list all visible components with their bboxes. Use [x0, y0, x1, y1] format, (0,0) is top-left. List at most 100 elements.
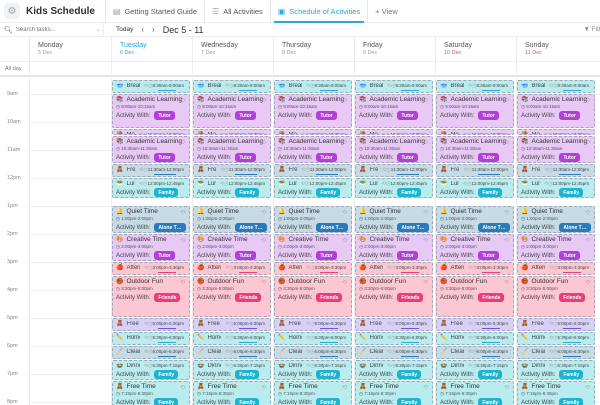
filter-button[interactable]: ▼ Filte	[583, 26, 600, 33]
event-card[interactable]: 🔔 Quiet Time ⟲ ◷ 1:00pm-2:00pm Activity With…	[274, 206, 352, 234]
event-card[interactable]: 📚 Academic Learning ⟲ ◷ 10:30am-11:30am Acti…	[436, 136, 514, 164]
chevron-down-icon[interactable]: ⌄	[95, 27, 101, 33]
companion-badge[interactable]: Alone Ti...	[235, 223, 267, 233]
event-card[interactable]: 🏀 Outdoor Fun ⟲ ◷ 3:30pm-5:00pm Activity Wit…	[274, 276, 352, 318]
companion-badge[interactable]: Tutor	[397, 251, 418, 261]
event-card[interactable]: 🧹Clean ⟲◷6:00pm-6:30pm	[517, 346, 595, 360]
companion-badge[interactable]: Tutor	[154, 153, 175, 163]
event-card[interactable]: 📚 Academic Learning ⟲ ◷ 10:30am-11:30am Acti…	[517, 136, 595, 164]
all-day-cell[interactable]	[29, 62, 110, 77]
all-day-cell[interactable]	[435, 62, 516, 77]
search-box[interactable]: 🔍︎ ⌄	[0, 22, 104, 37]
event-card[interactable]: 🔔 Quiet Time ⟲ ◷ 1:00pm-2:00pm Activity With…	[355, 206, 433, 234]
event-card[interactable]: 🎨 Creative Time ⟲ ◷ 2:00pm-3:00pm Activity W…	[436, 234, 514, 262]
companion-badge[interactable]: Tutor	[559, 111, 580, 121]
companion-badge[interactable]: Alone Ti...	[316, 223, 348, 233]
companion-badge[interactable]: Family	[235, 370, 260, 380]
tab-schedule-of-activities[interactable]: ▣ Schedule of Activities	[269, 0, 367, 23]
companion-badge[interactable]: Family	[478, 370, 503, 380]
event-card[interactable]: 🎨 Creative Time ⟲ ◷ 2:00pm-3:00pm Activity W…	[112, 234, 190, 262]
all-day-cell[interactable]	[354, 62, 435, 77]
tab-all-activities[interactable]: ☰ All Activities	[204, 0, 270, 23]
event-card[interactable]: 🍎Aftern⟲◷3:00pm-3:30pm	[517, 262, 595, 276]
event-card[interactable]: 🧸 Free Time ⟲ ◷ 7:15pm-8:30pm Activity With:…	[193, 381, 271, 405]
event-card[interactable]: 🥣Break!⟲◷8:30am-9:00am	[517, 80, 595, 94]
event-card[interactable]: 📚 Academic Learning ⟲ ◷ 9:00am-10:15am Activ…	[436, 94, 514, 129]
companion-badge[interactable]: Family	[154, 370, 179, 380]
event-card[interactable]: 📚 Academic Learning ⟲ ◷ 10:30am-11:30am Acti…	[355, 136, 433, 164]
event-card[interactable]: 📚 Academic Learning ⟲ ◷ 10:30am-11:30am Acti…	[112, 136, 190, 164]
event-card[interactable]: 📚 Academic Learning ⟲ ◷ 9:00am-10:15am Activ…	[274, 94, 352, 129]
companion-badge[interactable]: Tutor	[235, 111, 256, 121]
event-card[interactable]: 🎨 Creative Time ⟲ ◷ 2:00pm-3:00pm Activity W…	[517, 234, 595, 262]
event-card[interactable]: 🧸Free⟲◷11:30am-12:00pm	[517, 164, 595, 178]
event-card[interactable]: 🔔 Quiet Time ⟲ ◷ 1:00pm-2:00pm Activity With…	[112, 206, 190, 234]
event-card[interactable]: 🧹Clean ⟲◷6:00pm-6:30pm	[193, 346, 271, 360]
all-day-cell[interactable]	[192, 62, 273, 77]
companion-badge[interactable]: Alone Ti...	[559, 223, 591, 233]
event-card[interactable]: 🎨 Creative Time ⟲ ◷ 2:00pm-3:00pm Activity W…	[193, 234, 271, 262]
search-input[interactable]	[15, 26, 96, 33]
event-card[interactable]: 🧸 Free Time ⟲ ◷ 7:15pm-8:30pm Activity With:…	[517, 381, 595, 405]
companion-badge[interactable]: Family	[559, 188, 584, 198]
event-card[interactable]: 🥣Break!⟲◷8:30am-9:00am	[355, 80, 433, 94]
all-day-cell[interactable]	[273, 62, 354, 77]
day-header-thursday[interactable]: Thursday 8 Dec	[273, 37, 354, 62]
companion-badge[interactable]: Friends	[235, 293, 262, 303]
event-card[interactable]: 🍓Morn⟲◷10:15am-10:30am	[193, 129, 271, 136]
event-card[interactable]: ✏️Home⟲◷5:30pm-6:00pm	[274, 332, 352, 346]
tab-getting-started[interactable]: ▤ Getting Started Guide	[104, 0, 204, 23]
all-day-cell[interactable]	[111, 62, 192, 77]
event-card[interactable]: 🍓Morn⟲◷10:15am-10:30am	[436, 129, 514, 136]
event-card[interactable]: 🍎Aftern⟲◷3:00pm-3:30pm	[274, 262, 352, 276]
event-card[interactable]: ✏️Home⟲◷5:30pm-6:00pm	[355, 332, 433, 346]
event-card[interactable]: ✏️Home⟲◷5:30pm-6:00pm	[112, 332, 190, 346]
companion-badge[interactable]: Tutor	[235, 153, 256, 163]
event-card[interactable]: 🧸 Free Time ⟲ ◷ 7:15pm-8:30pm Activity With:…	[112, 381, 190, 405]
prev-week-button[interactable]: ‹	[141, 25, 145, 34]
event-card[interactable]: 🧹Clean ⟲◷6:00pm-6:30pm	[355, 346, 433, 360]
event-card[interactable]: 📚 Academic Learning ⟲ ◷ 10:30am-11:30am Acti…	[274, 136, 352, 164]
companion-badge[interactable]: Tutor	[478, 153, 499, 163]
companion-badge[interactable]: Tutor	[559, 251, 580, 261]
day-header-saturday[interactable]: Saturday 10 Dec	[435, 37, 516, 62]
event-card[interactable]: 🧸Free T ⟲◷5:00pm-5:30pm	[355, 318, 433, 332]
event-card[interactable]: 📚 Academic Learning ⟲ ◷ 9:00am-10:15am Activ…	[355, 94, 433, 129]
next-week-button[interactable]: ›	[152, 25, 155, 34]
event-card[interactable]: 📚 Academic Learning ⟲ ◷ 9:00am-10:15am Activ…	[193, 94, 271, 129]
companion-badge[interactable]: Friends	[154, 293, 181, 303]
all-day-cell[interactable]	[516, 62, 597, 77]
companion-badge[interactable]: Alone Ti...	[154, 223, 186, 233]
companion-badge[interactable]: Tutor	[316, 111, 337, 121]
event-card[interactable]: 🧸Free⟲◷11:30am-12:00pm	[193, 164, 271, 178]
event-card[interactable]: 🏀 Outdoor Fun ⟲ ◷ 3:30pm-5:00pm Activity Wit…	[355, 276, 433, 318]
event-card[interactable]: 🥣Break!⟲◷8:30am-9:00am	[112, 80, 190, 94]
event-card[interactable]: 🏀 Outdoor Fun ⟲ ◷ 3:30pm-5:00pm Activity Wit…	[517, 276, 595, 318]
event-card[interactable]: 🍓Morn⟲◷10:15am-10:30am	[517, 129, 595, 136]
event-card[interactable]: 🧸Free⟲◷11:30am-12:00pm	[436, 164, 514, 178]
event-card[interactable]: 🎨 Creative Time ⟲ ◷ 2:00pm-3:00pm Activity W…	[274, 234, 352, 262]
companion-badge[interactable]: Family	[559, 398, 584, 405]
event-card[interactable]: 🧹Clean ⟲◷6:00pm-6:30pm	[112, 346, 190, 360]
event-card[interactable]: ✏️Home⟲◷5:30pm-6:00pm	[193, 332, 271, 346]
event-card[interactable]: 🥣Break!⟲◷8:30am-9:00am	[274, 80, 352, 94]
day-header-sunday[interactable]: Sunday 11 Dec	[516, 37, 597, 62]
companion-badge[interactable]: Friends	[559, 293, 586, 303]
event-card[interactable]: 🧸Free⟲◷11:30am-12:00pm	[112, 164, 190, 178]
companion-badge[interactable]: Tutor	[316, 251, 337, 261]
event-card[interactable]: 🍓Morn⟲◷10:15am-10:30am	[112, 129, 190, 136]
add-view-button[interactable]: + View	[367, 0, 405, 23]
event-card[interactable]: 🏀 Outdoor Fun ⟲ ◷ 3:30pm-5:00pm Activity Wit…	[436, 276, 514, 318]
companion-badge[interactable]: Tutor	[154, 251, 175, 261]
companion-badge[interactable]: Tutor	[559, 153, 580, 163]
event-card[interactable]: 🧸 Free Time ⟲ ◷ 7:15pm-8:30pm Activity With:…	[355, 381, 433, 405]
event-card[interactable]: 🔔 Quiet Time ⟲ ◷ 1:00pm-2:00pm Activity With…	[436, 206, 514, 234]
event-card[interactable]: 🍓Morn⟲◷10:15am-10:30am	[274, 129, 352, 136]
companion-badge[interactable]: Family	[154, 398, 179, 405]
event-card[interactable]: 🥣Break!⟲◷8:30am-9:00am	[193, 80, 271, 94]
